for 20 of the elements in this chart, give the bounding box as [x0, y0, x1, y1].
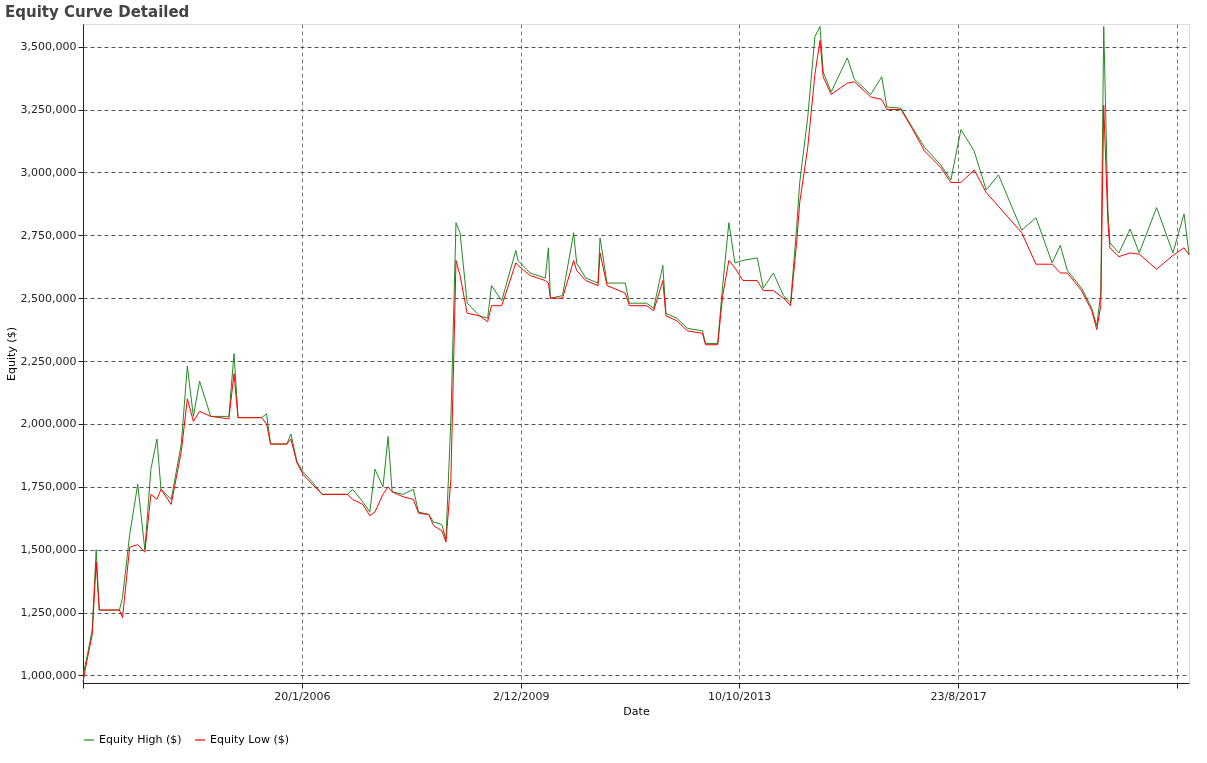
y-tick-label: 2,000,000 — [20, 417, 77, 431]
x-tick-label: 23/8/2017 — [930, 689, 987, 703]
x-tick-label: 2/12/2009 — [493, 689, 550, 703]
y-tick-label: 2,500,000 — [20, 291, 77, 305]
y-tick-label: 1,500,000 — [20, 543, 77, 557]
x-tick-label: 10/10/2013 — [707, 689, 772, 703]
y-tick-label: 1,750,000 — [20, 480, 77, 494]
y-tick-label: 3,500,000 — [20, 40, 77, 54]
legend-label: Equity High ($) — [99, 733, 182, 746]
x-axis-title: Date — [623, 704, 650, 718]
chart-title: Equity Curve Detailed — [5, 3, 190, 21]
x-tick-label: 20/1/2006 — [274, 689, 331, 703]
y-axis-title: Equity ($) — [4, 327, 18, 381]
y-tick-label: 2,750,000 — [20, 228, 77, 242]
y-tick-label: 1,250,000 — [20, 606, 77, 620]
y-tick-label: 2,250,000 — [20, 354, 77, 368]
y-tick-label: 3,250,000 — [20, 103, 77, 117]
y-tick-label: 3,000,000 — [20, 165, 77, 179]
legend-label: Equity Low ($) — [210, 733, 290, 746]
y-tick-label: 1,000,000 — [20, 668, 77, 682]
